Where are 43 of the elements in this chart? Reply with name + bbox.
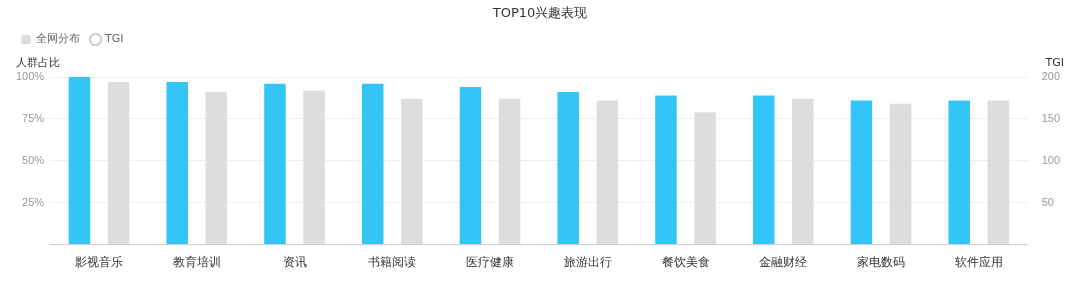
y2-axis-title: TGI [1044, 56, 1064, 70]
x-tick-label: 教育培训 [172, 255, 221, 270]
bar [557, 92, 579, 245]
bar [792, 98, 814, 245]
x-tick-label: 金融财经 [759, 255, 808, 270]
bar [948, 100, 970, 245]
bar [264, 83, 286, 245]
bar [752, 95, 775, 245]
x-tick-label: 软件应用 [954, 255, 1003, 270]
bar [655, 95, 677, 245]
bar [694, 112, 716, 245]
bar [596, 100, 619, 245]
x-tick-label: 家电数码 [857, 255, 906, 270]
y2-tick-label: 100 [1041, 153, 1061, 166]
x-tick-label: 资讯 [282, 255, 307, 270]
x-tick-label: 医疗健康 [466, 255, 515, 270]
bar [987, 100, 1010, 245]
y-tick-label: 50% [22, 153, 45, 166]
y-tick-label: 25% [22, 195, 45, 208]
bar [850, 100, 873, 245]
y-axis-title: 人群占比 [16, 56, 60, 70]
bar [889, 103, 912, 245]
bar [361, 83, 384, 245]
y-tick-label: 100% [15, 70, 45, 83]
y2-tick-label: 150 [1041, 111, 1061, 124]
y2-tick-label: 50 [1041, 195, 1054, 208]
bar [205, 92, 228, 245]
bar [498, 98, 521, 245]
bar [401, 98, 423, 245]
bar [107, 82, 130, 245]
chart-title: TOP10兴趣表现 [491, 4, 589, 22]
x-tick-label: 影视音乐 [75, 255, 124, 270]
y2-tick-label: 200 [1041, 70, 1061, 83]
legend-label: TGI [104, 32, 124, 46]
x-tick-label: 旅游出行 [563, 255, 612, 270]
bar [166, 82, 188, 245]
bar [303, 90, 325, 245]
bar [68, 77, 91, 245]
y-tick-label: 75% [22, 111, 45, 124]
legend-label: 全网分布 [35, 32, 80, 46]
x-tick-label: 书籍阅读 [368, 255, 417, 270]
x-tick-label: 餐饮美食 [661, 255, 710, 270]
bar [459, 87, 482, 245]
